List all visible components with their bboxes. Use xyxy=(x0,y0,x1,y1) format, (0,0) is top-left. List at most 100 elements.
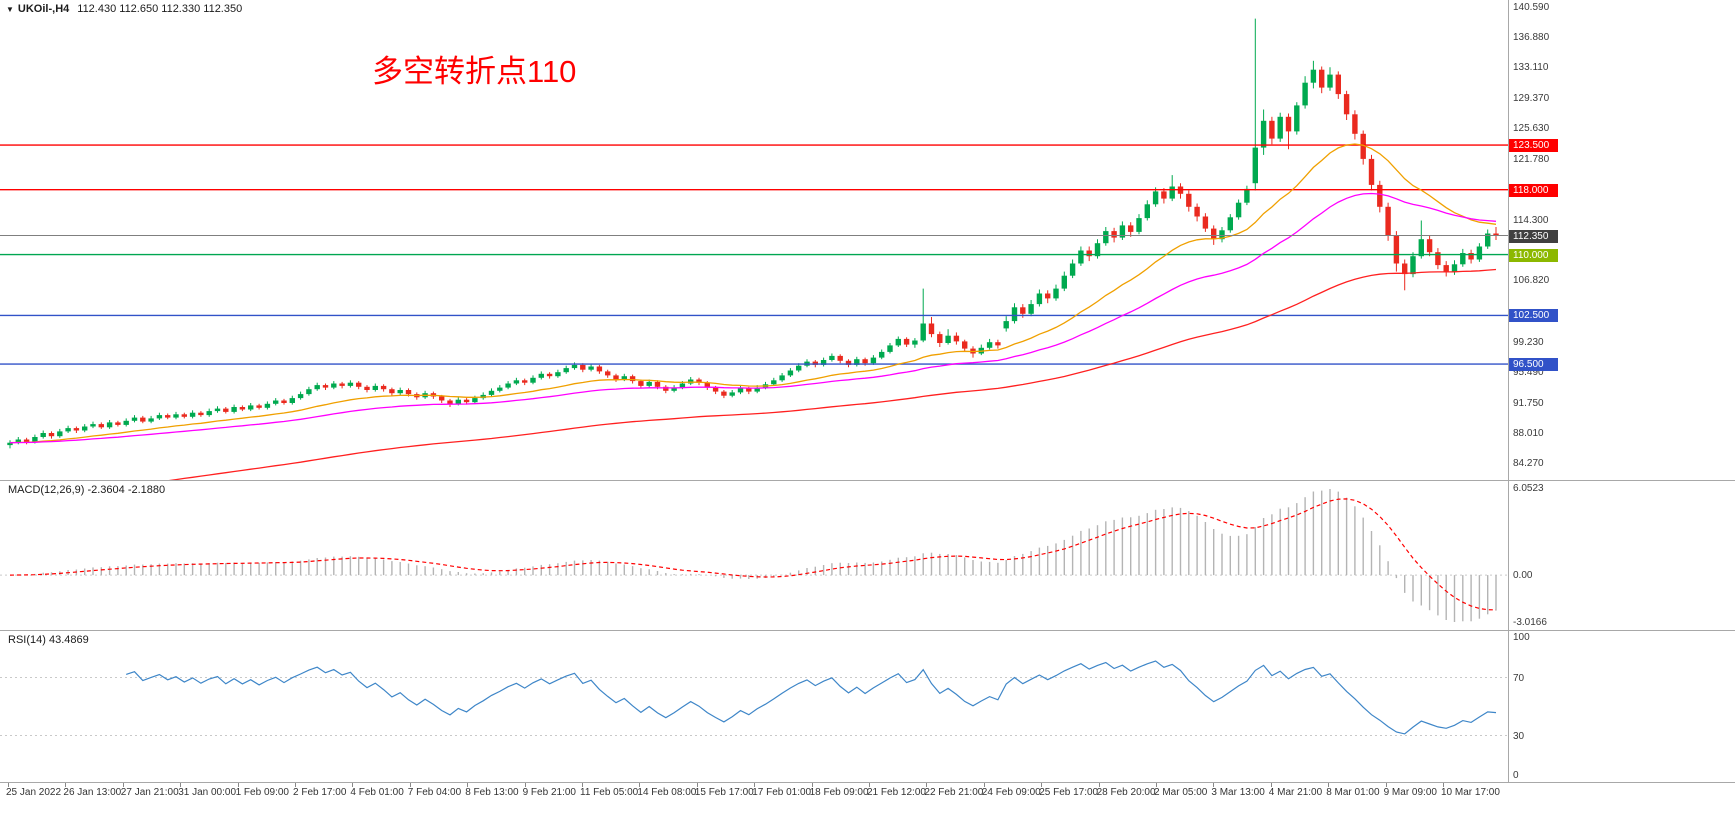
price-axis-tick: 106.820 xyxy=(1513,275,1550,287)
time-axis-tick xyxy=(409,783,411,787)
ma-mid-line xyxy=(9,192,1497,444)
time-axis-label: 2 Mar 05:00 xyxy=(1154,787,1208,798)
time-axis-label: 31 Jan 00:00 xyxy=(178,787,237,798)
time-axis-label: 1 Feb 09:00 xyxy=(235,787,289,798)
rsi-axis-tick: 100 xyxy=(1513,632,1530,643)
price-level-badge: 102.500 xyxy=(1509,309,1558,323)
macd-indicator-label: MACD(12,26,9) -2.3604 -2.1880 xyxy=(8,484,166,496)
price-axis-tick: 114.300 xyxy=(1513,214,1549,226)
time-axis-tick xyxy=(524,783,526,787)
rsi-pane[interactable] xyxy=(0,631,1508,782)
time-axis-label: 24 Feb 09:00 xyxy=(981,787,1041,798)
macd-signal-line xyxy=(9,498,1497,611)
current-price-badge: 112.350 xyxy=(1509,229,1558,243)
time-axis-tick xyxy=(983,783,985,787)
time-axis-label: 2 Feb 17:00 xyxy=(293,787,347,798)
main-price-pane[interactable] xyxy=(0,0,1508,480)
time-axis-label: 17 Feb 01:00 xyxy=(752,787,812,798)
time-axis-label: 9 Mar 09:00 xyxy=(1383,787,1437,798)
time-axis-tick xyxy=(295,783,296,787)
price-axis-tick: 88.010 xyxy=(1513,427,1544,439)
time-axis-tick xyxy=(1443,783,1444,787)
time-axis-tick xyxy=(467,783,469,787)
price-axis-tick: 136.880 xyxy=(1513,31,1550,43)
time-axis-label: 28 Feb 20:00 xyxy=(1096,787,1156,798)
pane-separator-main-macd[interactable] xyxy=(0,480,1735,481)
time-axis-tick xyxy=(122,783,124,787)
time-axis-tick xyxy=(1156,783,1157,787)
time-axis-label: 8 Feb 13:00 xyxy=(465,787,519,798)
time-axis-tick xyxy=(65,783,67,787)
chart-header: ▼ UKOil-,H4 112.430 112.650 112.330 112.35… xyxy=(6,3,242,15)
time-axis-label: 21 Feb 12:00 xyxy=(867,787,926,798)
price-axis-tick: 95.490 xyxy=(1513,367,1544,379)
time-axis-tick xyxy=(1041,783,1043,787)
time-axis-label: 3 Mar 13:00 xyxy=(1211,787,1265,798)
macd-pane[interactable] xyxy=(0,481,1508,630)
symbol-dropdown-icon[interactable]: ▼ xyxy=(6,5,14,14)
time-axis-label: 15 Feb 17:00 xyxy=(694,787,754,798)
time-axis-label: 8 Mar 01:00 xyxy=(1326,787,1380,798)
price-axis-tick: 133.110 xyxy=(1513,62,1549,74)
time-axis-tick xyxy=(1328,783,1330,787)
candles xyxy=(7,18,1499,449)
time-axis-tick xyxy=(754,783,756,787)
price-axis-tick: 140.590 xyxy=(1513,1,1550,13)
macd-axis-tick: 0.00 xyxy=(1513,570,1533,582)
time-axis-tick xyxy=(1098,783,1100,787)
ma-slow-line xyxy=(168,268,1497,480)
price-axis-tick: 129.370 xyxy=(1513,92,1550,104)
time-axis-label: 25 Jan 2022 xyxy=(6,787,62,798)
price-level-badge: 123.500 xyxy=(1509,139,1558,153)
time-axis-tick xyxy=(180,783,182,787)
price-axis-tick: 91.750 xyxy=(1513,397,1544,409)
time-axis-tick xyxy=(639,783,641,787)
time-axis-label: 27 Jan 21:00 xyxy=(120,787,179,798)
time-axis-label: 9 Feb 21:00 xyxy=(522,787,576,798)
rsi-axis-tick: 30 xyxy=(1513,730,1525,742)
time-axis-line xyxy=(0,782,1735,783)
time-axis-tick xyxy=(1270,783,1272,787)
time-axis-label: 22 Feb 21:00 xyxy=(924,787,984,798)
price-level-badge: 118.000 xyxy=(1509,183,1558,197)
time-axis-tick xyxy=(352,783,354,787)
time-axis-tick xyxy=(811,783,813,787)
ma-fast-line xyxy=(9,143,1497,444)
symbol-timeframe-label: UKOil-,H4 xyxy=(17,3,70,15)
time-axis-label: 4 Mar 21:00 xyxy=(1268,787,1323,798)
price-axis-tick: 84.270 xyxy=(1513,458,1544,470)
price-axis-line xyxy=(1508,0,1509,782)
time-axis-label: 11 Feb 05:00 xyxy=(580,787,639,798)
macd-histogram xyxy=(17,489,1497,622)
time-axis-tick xyxy=(696,783,698,787)
price-level-badge: 96.500 xyxy=(1509,358,1558,372)
time-axis-tick xyxy=(582,783,583,787)
macd-axis-tick: 6.0523 xyxy=(1513,483,1544,494)
price-axis-tick: 125.630 xyxy=(1513,122,1550,134)
rsi-line xyxy=(126,660,1497,735)
time-axis-label: 7 Feb 04:00 xyxy=(407,787,462,798)
time-axis-label: 10 Mar 17:00 xyxy=(1441,787,1500,798)
time-axis-label: 25 Feb 17:00 xyxy=(1039,787,1099,798)
price-axis-tick: 121.780 xyxy=(1513,154,1550,166)
time-axis-label: 26 Jan 13:00 xyxy=(63,787,122,798)
time-axis-label: 14 Feb 08:00 xyxy=(637,787,697,798)
rsi-indicator-label: RSI(14) 43.4869 xyxy=(8,634,89,646)
annotation-text-object[interactable]: 多空转折点110 xyxy=(372,54,577,89)
time-axis-tick xyxy=(926,783,928,787)
time-axis-tick xyxy=(869,783,870,787)
pane-separator-macd-rsi[interactable] xyxy=(0,630,1735,631)
rsi-axis-tick: 0 xyxy=(1513,770,1519,781)
macd-axis-tick: -3.0166 xyxy=(1513,617,1547,628)
rsi-axis-tick: 70 xyxy=(1513,672,1525,684)
time-axis-label: 4 Feb 01:00 xyxy=(350,787,404,798)
time-axis-tick xyxy=(1213,783,1215,787)
price-axis-tick: 99.230 xyxy=(1513,336,1544,348)
time-axis-label: 18 Feb 09:00 xyxy=(809,787,869,798)
time-axis-tick xyxy=(8,783,9,787)
ohlc-values: 112.430 112.650 112.330 112.350 xyxy=(77,3,243,15)
time-axis-tick xyxy=(237,783,239,787)
price-level-badge: 110.000 xyxy=(1509,248,1558,262)
time-axis-tick xyxy=(1385,783,1387,787)
